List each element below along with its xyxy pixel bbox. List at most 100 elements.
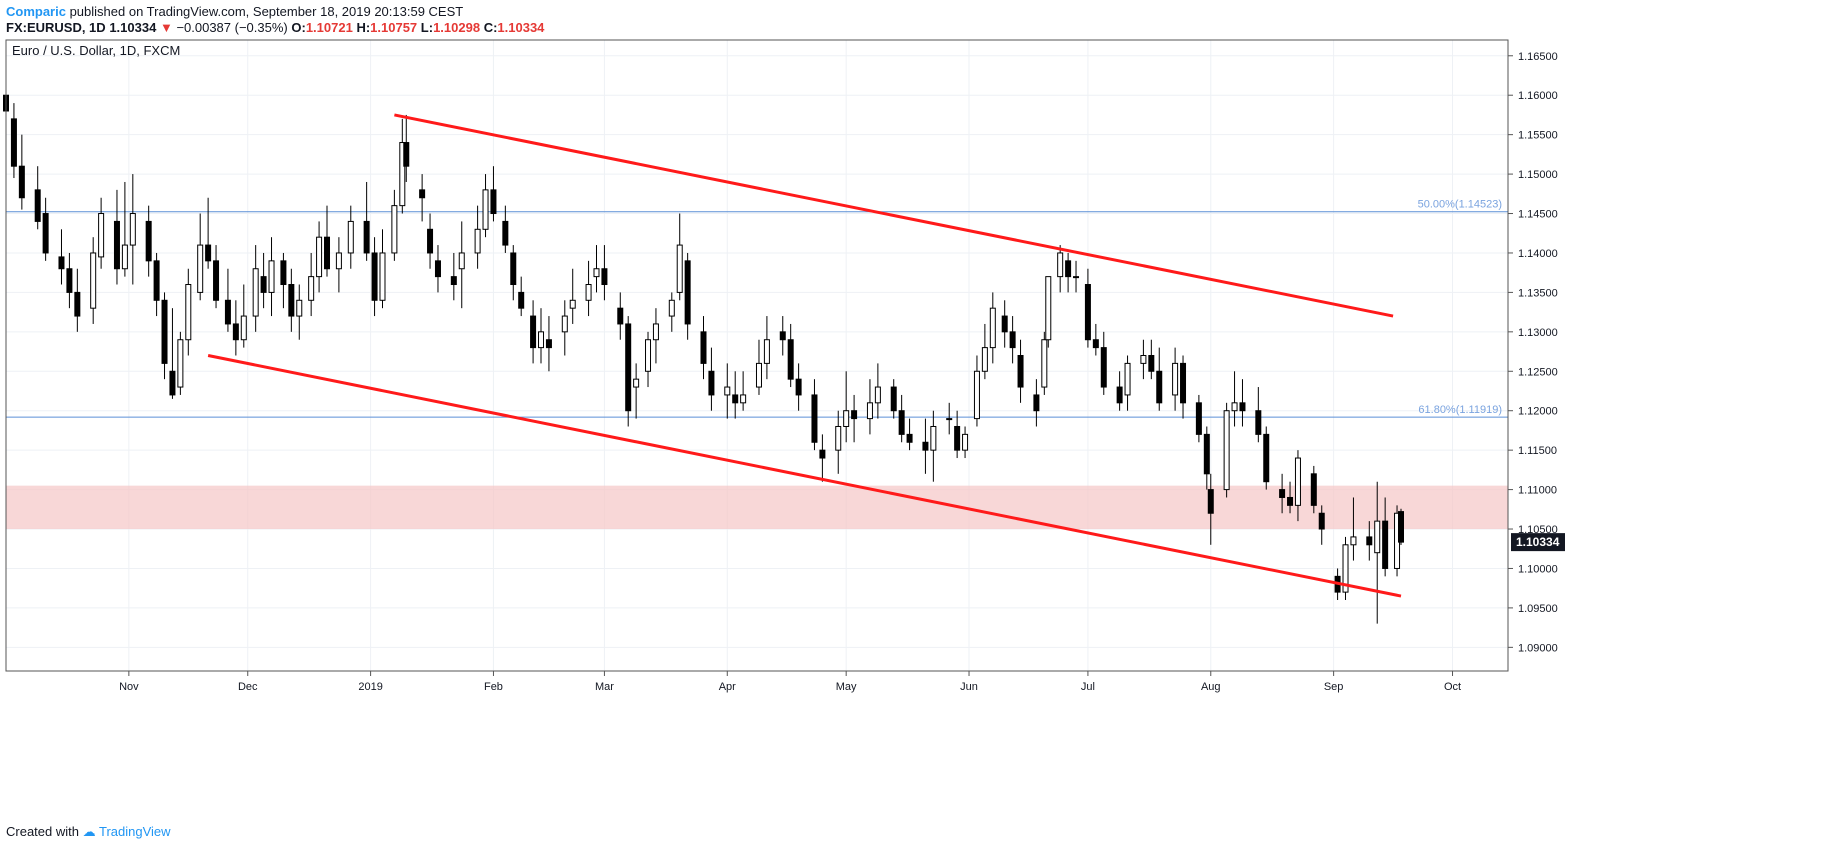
- candle: [288, 268, 295, 332]
- candle-body: [724, 386, 731, 396]
- candle: [625, 316, 632, 427]
- candle-body: [177, 339, 184, 388]
- created-with-text: Created with: [6, 824, 79, 839]
- candle: [145, 205, 152, 277]
- candle: [724, 363, 731, 419]
- candle: [930, 410, 937, 482]
- candle-body: [268, 260, 275, 293]
- candle-body: [1065, 260, 1072, 278]
- candle: [545, 316, 552, 372]
- candle: [866, 379, 873, 435]
- last-price-label: 1.10334: [1516, 535, 1560, 549]
- symbol-header: Comparic published on TradingView.com, S…: [0, 0, 1828, 40]
- candle-body: [450, 276, 457, 286]
- candle: [561, 300, 568, 356]
- candle-body: [1382, 520, 1389, 569]
- candle: [419, 174, 426, 222]
- candle-body: [1124, 362, 1131, 396]
- x-tick-label: Jul: [1081, 681, 1095, 693]
- y-tick-label: 1.09000: [1518, 642, 1558, 654]
- candle: [113, 189, 120, 285]
- candle-body: [1100, 347, 1107, 388]
- x-tick-label: Oct: [1444, 681, 1461, 693]
- x-tick-label: Sep: [1324, 681, 1344, 693]
- candle: [922, 418, 929, 474]
- candle: [585, 260, 592, 317]
- published-text: published on TradingView.com, September …: [65, 4, 464, 19]
- candle-body: [185, 284, 192, 341]
- candle-body: [874, 386, 881, 404]
- candle-body: [989, 307, 996, 349]
- candle: [1073, 260, 1080, 293]
- candle: [569, 268, 576, 324]
- candle: [213, 245, 220, 309]
- candle-body: [1350, 536, 1357, 546]
- candle: [42, 197, 49, 261]
- support-resistance-zone: [6, 485, 1508, 530]
- candle: [371, 237, 378, 317]
- candle: [779, 316, 786, 356]
- candle-body: [1374, 520, 1381, 554]
- candle-body: [90, 252, 97, 309]
- high-label: H:: [356, 20, 371, 35]
- candle: [1045, 276, 1052, 348]
- ohlc-line: FX:EURUSD, 1D 1.10334 ▼ −0.00387 (−0.35%…: [6, 20, 544, 36]
- candle-body: [1203, 433, 1210, 475]
- candle-body: [1156, 370, 1163, 404]
- candle-body: [161, 299, 168, 364]
- candle: [538, 308, 545, 364]
- candle-body: [684, 260, 691, 325]
- candle: [224, 268, 231, 332]
- low-value: 1.10298: [433, 20, 481, 35]
- candle-body: [1223, 410, 1230, 491]
- candle-body: [981, 347, 988, 372]
- candle: [458, 221, 465, 309]
- candle: [232, 300, 239, 356]
- candle-body: [510, 252, 517, 286]
- publisher-line: Comparic published on TradingView.com, S…: [6, 4, 463, 20]
- candle: [518, 276, 525, 317]
- candle: [684, 252, 691, 340]
- author-link[interactable]: Comparic: [6, 4, 66, 19]
- footer: Created with ☁ TradingView: [6, 823, 171, 841]
- candle: [153, 252, 160, 317]
- candle: [169, 308, 176, 399]
- candle: [1057, 245, 1064, 293]
- x-tick-label: Apr: [719, 681, 736, 693]
- candle: [240, 284, 247, 348]
- open-label: O:: [291, 20, 306, 35]
- candle-body: [1084, 284, 1091, 341]
- y-tick-label: 1.14000: [1518, 248, 1558, 260]
- candle: [1231, 371, 1238, 427]
- candle-body: [490, 189, 497, 215]
- candle-body: [1279, 489, 1286, 498]
- candle: [1207, 473, 1214, 545]
- candle: [1001, 300, 1008, 348]
- candle: [1140, 339, 1147, 380]
- candle-body: [1009, 331, 1016, 349]
- candle-body: [474, 228, 481, 254]
- candle: [1033, 379, 1040, 427]
- candle: [652, 308, 659, 364]
- candle: [403, 114, 410, 182]
- candle-body: [427, 228, 434, 254]
- candle: [1287, 481, 1294, 514]
- candle: [1065, 252, 1072, 293]
- candle-body: [74, 291, 81, 317]
- candle-body: [601, 268, 608, 286]
- candle-body: [1041, 339, 1048, 388]
- candle-body: [1172, 362, 1179, 396]
- symbol-label: FX:EURUSD, 1D: [6, 20, 106, 35]
- candle-body: [232, 323, 239, 341]
- candle: [700, 316, 707, 380]
- candle-body: [787, 339, 794, 380]
- candle: [363, 181, 370, 261]
- tradingview-link[interactable]: TradingView: [99, 824, 171, 839]
- candle-body: [625, 323, 632, 412]
- candle-body: [1342, 544, 1349, 593]
- candle-body: [1001, 315, 1008, 333]
- candle: [1382, 497, 1389, 577]
- candle: [1009, 316, 1016, 364]
- candle: [1294, 450, 1301, 522]
